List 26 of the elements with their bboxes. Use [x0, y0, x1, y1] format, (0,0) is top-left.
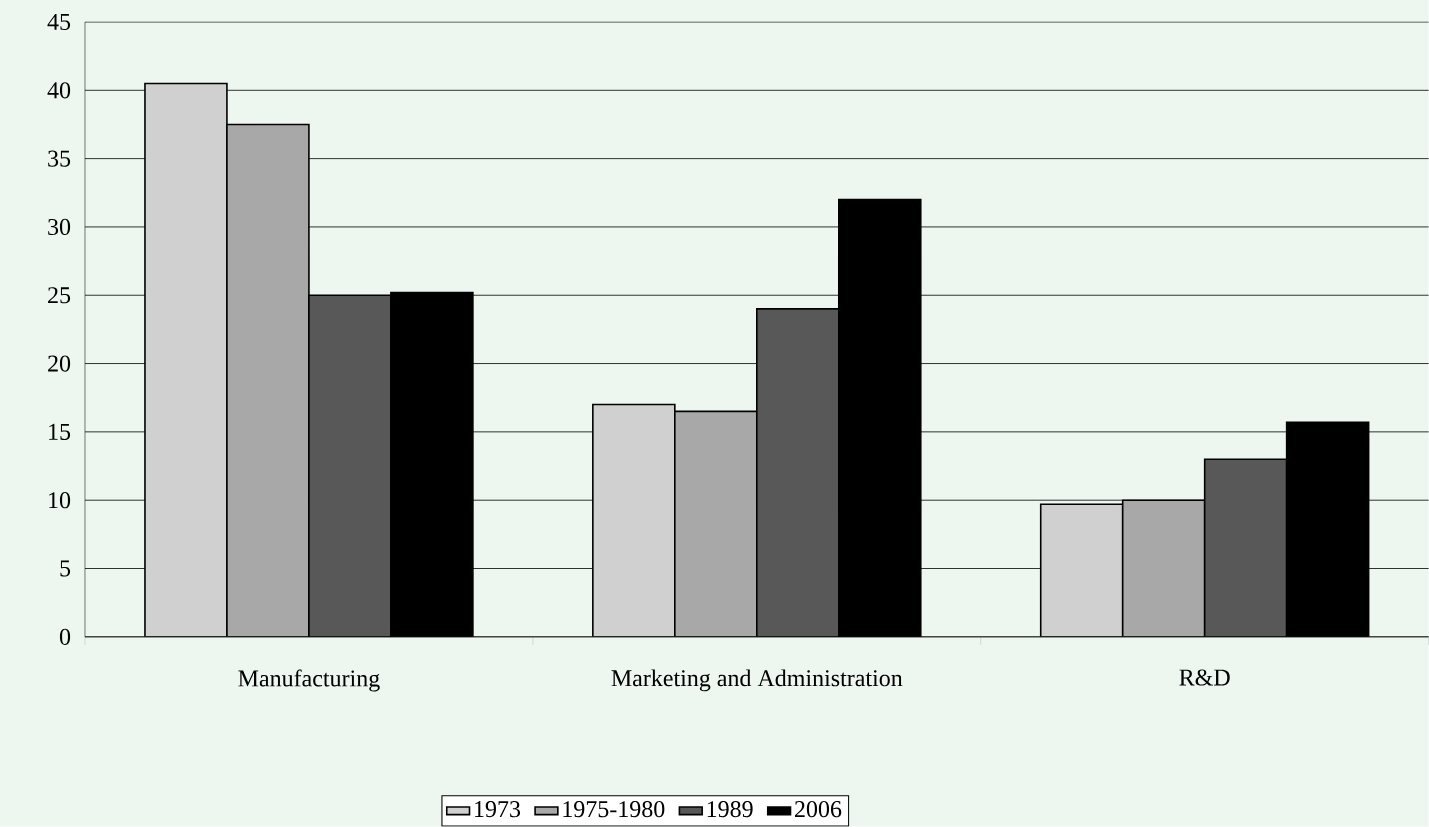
bar	[1203, 458, 1288, 637]
legend-label: 1973	[475, 801, 521, 818]
legend-label: 1975-1980	[563, 801, 665, 818]
bar	[592, 403, 676, 637]
legend-label: 1989	[707, 801, 753, 818]
bar	[144, 82, 228, 637]
y-tick-label: 0	[59, 628, 71, 646]
bar	[674, 410, 758, 637]
y-tick-label: 45	[47, 14, 71, 31]
x-tick-label: R&D	[1179, 669, 1230, 686]
y-tick-label: 35	[48, 150, 71, 167]
y-tick-label: 5	[60, 560, 71, 577]
bar	[308, 294, 392, 637]
bar	[756, 308, 840, 637]
bar	[1121, 499, 1206, 637]
y-tick-label: 15	[49, 423, 71, 441]
x-tick-label: Marketing and Administration	[611, 669, 903, 692]
y-tick-label: 30	[48, 218, 71, 236]
y-tick-label: 25	[48, 287, 71, 304]
y-tick-label: 10	[49, 492, 71, 509]
y-tick-label: 40	[47, 82, 71, 99]
legend-label: 2006	[795, 801, 842, 818]
bar	[226, 123, 310, 637]
y-tick-label: 20	[48, 355, 71, 372]
bar	[1039, 503, 1124, 637]
x-tick-label: Manufacturing	[238, 669, 380, 692]
